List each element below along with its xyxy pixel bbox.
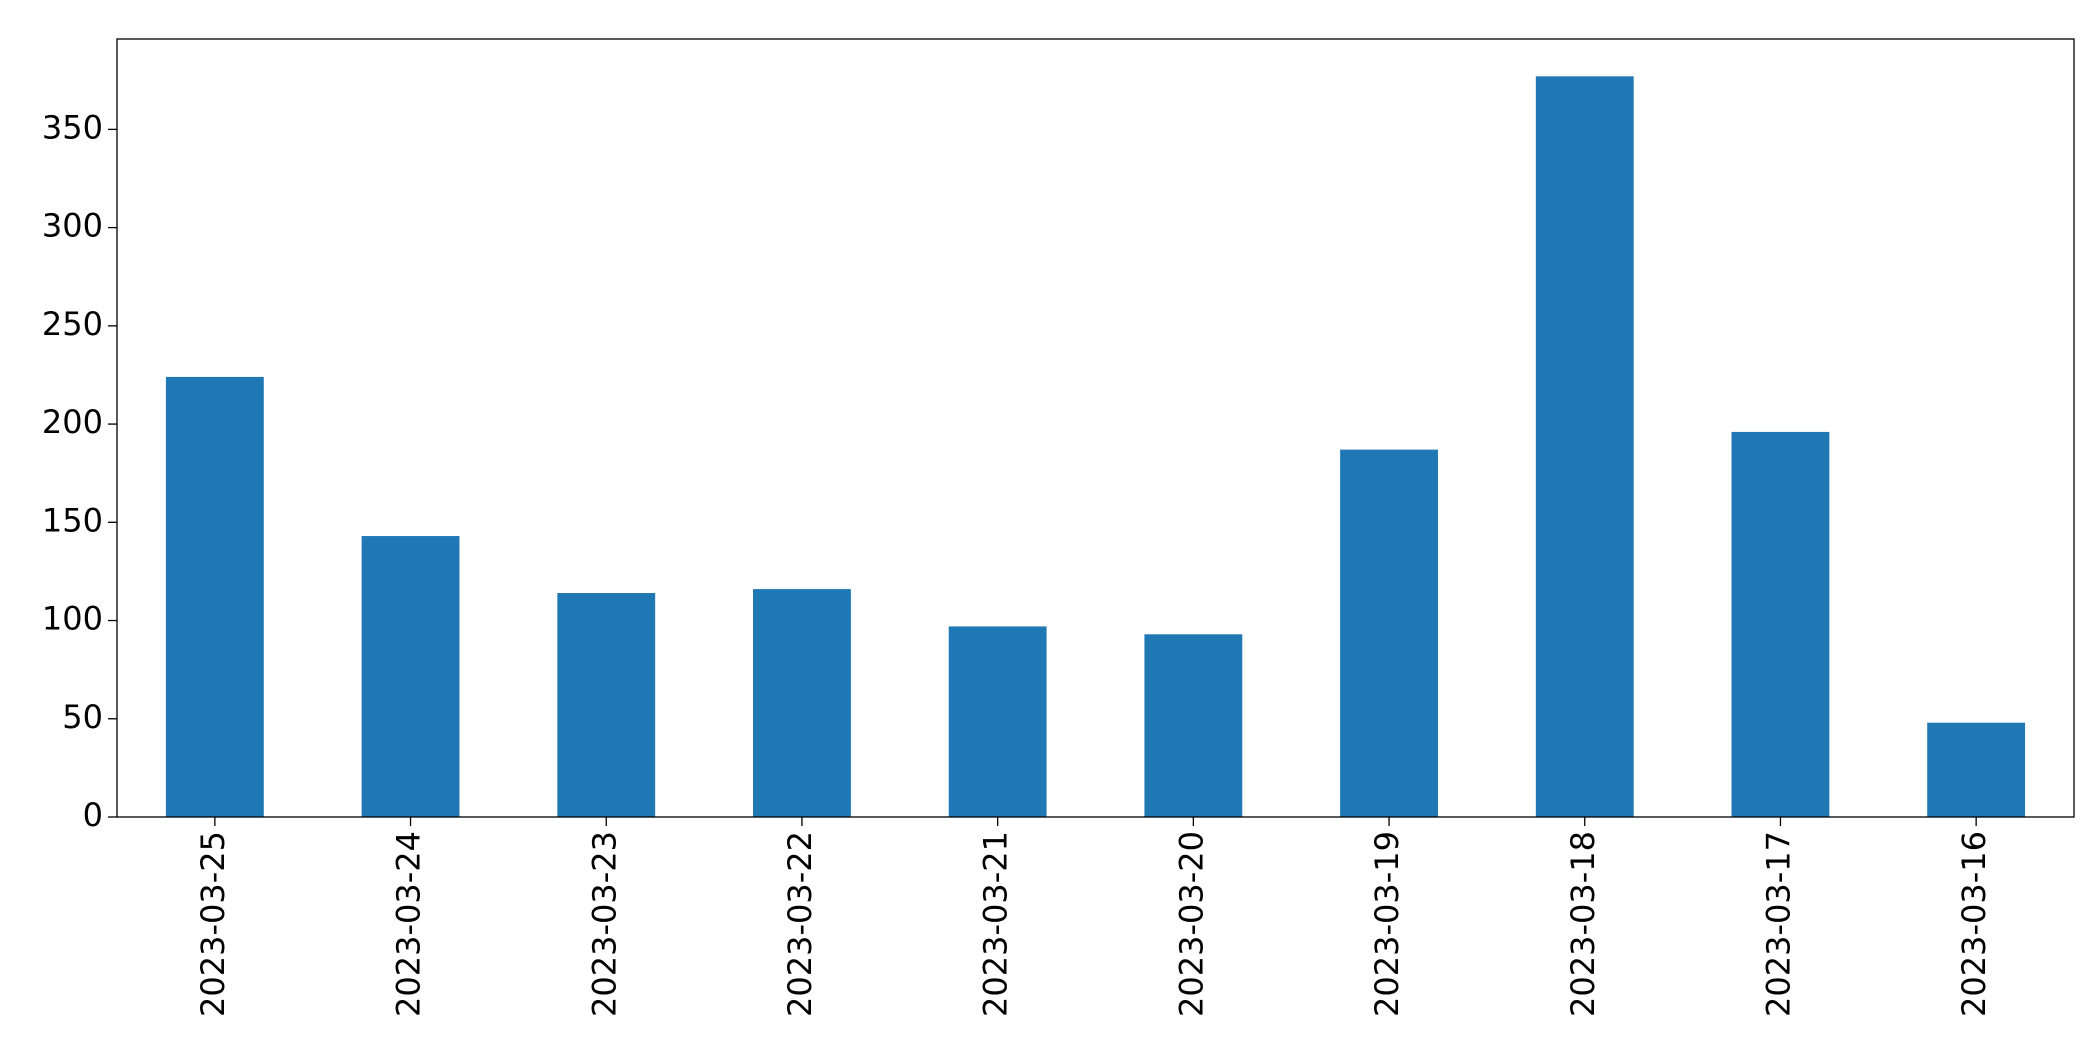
x-tick-label: 2023-03-18	[1564, 831, 1602, 1017]
bar	[1927, 722, 2026, 817]
y-tick-label: 200	[42, 403, 103, 441]
x-tick-label: 2023-03-23	[585, 831, 623, 1017]
x-tick-label: 2023-03-19	[1368, 831, 1406, 1017]
x-tick-label: 2023-03-24	[390, 831, 428, 1017]
bar	[1340, 449, 1438, 817]
x-tick-label: 2023-03-21	[977, 831, 1015, 1017]
bar	[557, 593, 656, 817]
bar	[948, 626, 1047, 817]
y-tick-label: 50	[62, 698, 103, 736]
plot-frame	[116, 38, 2075, 818]
x-tick-label: 2023-03-16	[1955, 831, 1993, 1017]
bar	[1144, 634, 1243, 817]
y-tick-label: 350	[42, 108, 103, 146]
x-tick-label: 2023-03-22	[781, 831, 819, 1017]
x-tick-label: 2023-03-17	[1759, 831, 1797, 1017]
bar	[1731, 431, 1830, 817]
bar	[165, 376, 264, 817]
y-tick-label: 300	[42, 207, 103, 245]
bar	[753, 589, 851, 817]
x-tick-label: 2023-03-20	[1172, 831, 1210, 1017]
bar	[1535, 76, 1634, 817]
x-tick-label: 2023-03-25	[194, 831, 232, 1017]
y-tick-label: 150	[42, 501, 103, 539]
bar	[361, 536, 460, 817]
y-tick-label: 250	[42, 305, 103, 343]
y-tick-label: 0	[83, 796, 103, 834]
y-tick-label: 100	[42, 600, 103, 638]
